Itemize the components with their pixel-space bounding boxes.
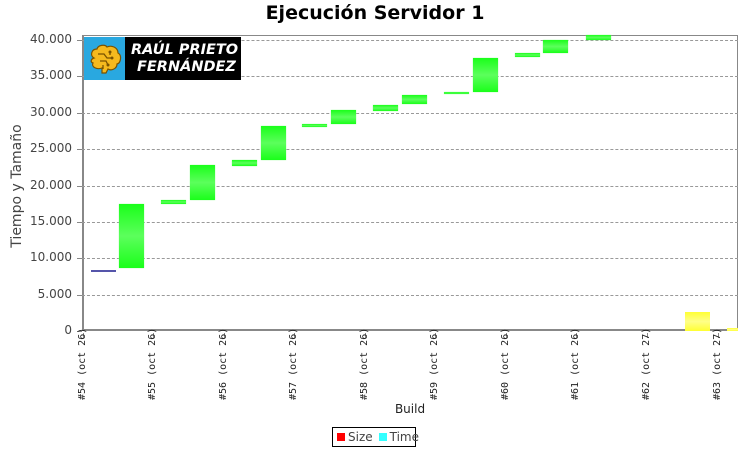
bar [473,58,498,92]
legend-swatch-size [337,433,345,441]
y-tick-label: 40.000 [30,32,72,46]
x-tick-label: #62 (oct 27) [641,327,652,400]
x-tick-label: #54 (oct 26) [77,327,88,400]
y-tick [77,113,82,114]
bar [302,124,327,127]
bar [91,270,116,272]
gridline [82,149,738,150]
x-tick-label: #61 (oct 26) [570,327,581,400]
gridline [82,186,738,187]
y-tick [77,40,82,41]
author-logo: RAÚL PRIETO FERNÁNDEZ [84,37,241,80]
x-tick [647,333,648,338]
legend-label-size: Size [348,430,373,444]
legend-swatch-time [378,433,387,441]
bar [515,53,540,57]
chart-title: Ejecución Servidor 1 [265,2,485,24]
x-tick [153,333,154,338]
y-tick-label: 5.000 [37,287,72,301]
bar [685,312,710,331]
bar [190,165,215,200]
legend-item-size: Size [337,430,373,444]
x-tick [83,333,84,338]
legend-label-time: Time [389,430,420,444]
x-tick-label: #56 (oct 26) [218,327,229,400]
y-tick [77,331,82,332]
y-tick-label: 10.000 [30,250,72,264]
x-axis-label: Build [394,402,426,416]
x-tick [435,333,436,338]
x-tick [365,333,366,338]
bar [232,160,257,166]
y-tick-label: 20.000 [30,178,72,192]
y-tick [77,222,82,223]
y-tick [77,258,82,259]
bar [402,95,427,104]
x-tick-label: #58 (oct 26) [359,327,370,400]
bar [161,200,186,204]
y-tick-label: 15.000 [30,214,72,228]
x-tick [294,333,295,338]
gridline [82,113,738,114]
bar [331,110,356,124]
gridline [82,40,738,41]
gridline [82,222,738,223]
x-tick-label: #60 (oct 26) [500,327,511,400]
x-tick-label: #55 (oct 26) [147,327,158,400]
y-tick-label: 0 [64,323,72,337]
x-tick-label: #63 (oct 27) [712,327,723,400]
y-tick [77,76,82,77]
legend: Size Time [332,427,420,447]
x-tick-label: #57 (oct 26) [288,327,299,400]
author-name: RAÚL PRIETO FERNÁNDEZ [125,42,238,76]
gridline [82,258,738,259]
x-tick [506,333,507,338]
bar [261,126,286,160]
gridline [82,76,738,77]
gridline [82,295,738,296]
bar [444,92,469,94]
bar [543,40,568,53]
y-tick-label: 25.000 [30,141,72,155]
x-tick-label: #59 (oct 26) [429,327,440,400]
x-tick [224,333,225,338]
x-tick [718,333,719,338]
author-name-line2: FERNÁNDEZ [137,58,236,75]
bar [119,204,144,268]
legend-item-time: Time [378,430,420,444]
bar [727,328,738,331]
y-tick [77,149,82,150]
y-tick [77,295,82,296]
y-tick [77,186,82,187]
bar [586,35,611,40]
brain-circuit-icon [84,37,125,80]
bar [373,105,398,111]
y-tick-label: 30.000 [30,105,72,119]
author-name-line1: RAÚL PRIETO [131,41,239,58]
x-tick [576,333,577,338]
y-tick-label: 35.000 [30,68,72,82]
